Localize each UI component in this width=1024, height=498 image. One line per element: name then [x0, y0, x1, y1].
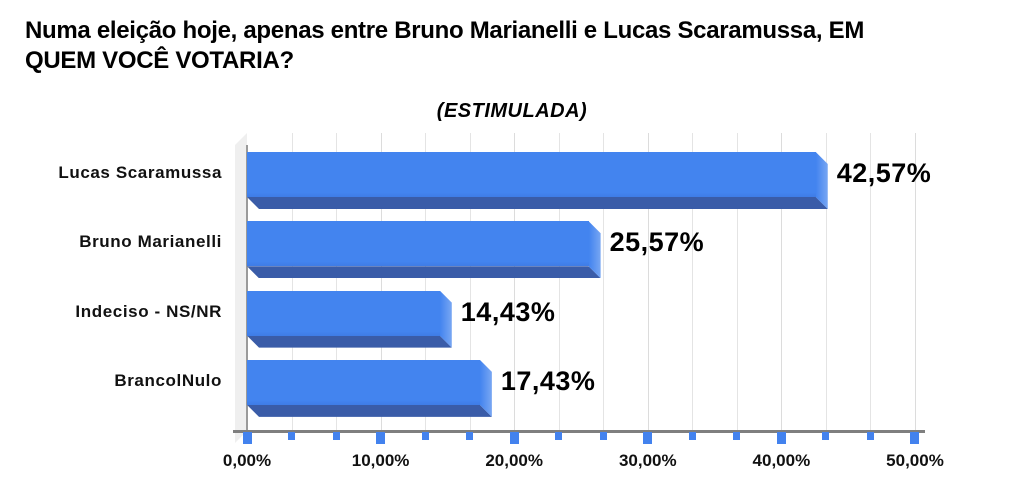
gridline — [781, 133, 783, 430]
x-axis-tick-label: 20,00% — [485, 451, 544, 470]
gridline — [336, 133, 338, 430]
gridline — [469, 133, 471, 430]
gridline — [558, 133, 560, 430]
gridline — [870, 133, 872, 430]
x-axis-minor-tick — [822, 432, 830, 440]
x-axis-minor-tick — [466, 432, 474, 440]
chart-title: Numa eleição hoje, apenas entre Bruno Ma… — [25, 17, 865, 74]
category-label: Lucas Scaramussa — [58, 163, 222, 182]
x-axis-tick-label: 0,00% — [222, 451, 272, 470]
gridline — [736, 133, 738, 430]
gridline — [514, 133, 516, 430]
value-label: 17,43% — [500, 365, 596, 396]
x-axis-tick-label: 30,00% — [618, 451, 677, 470]
gridline — [380, 133, 382, 430]
category-label: Bruno Marianelli — [79, 232, 222, 252]
x-axis-major-tick — [776, 432, 786, 444]
gridline — [291, 133, 293, 430]
x-axis-minor-tick — [866, 432, 874, 440]
y-axis-line — [246, 145, 248, 430]
value-label: 42,57% — [836, 158, 932, 188]
bar-bottom-face — [247, 405, 492, 417]
x-axis-tick-label: 50,00% — [886, 451, 944, 470]
x-axis-tick-label: 40,00% — [752, 451, 811, 470]
x-axis-minor-tick — [733, 432, 741, 440]
category-label: BrancolNulo — [114, 370, 222, 390]
gridline — [425, 133, 427, 430]
x-axis-major-tick — [376, 432, 386, 444]
gridline — [825, 133, 827, 430]
bar — [247, 152, 816, 197]
bar-end-cap — [440, 291, 452, 348]
x-axis-minor-tick — [421, 432, 429, 440]
bar-end-cap — [589, 221, 601, 278]
bar-end-cap — [480, 360, 492, 417]
value-label: 14,43% — [460, 296, 556, 327]
x-axis-minor-tick — [555, 432, 563, 440]
bar — [247, 221, 589, 267]
chart-subtitle: (ESTIMULADA) — [436, 100, 588, 122]
x-axis-tick-label: 10,00% — [351, 451, 410, 470]
chart-side-wall — [235, 133, 247, 443]
x-axis-major-tick — [910, 432, 920, 444]
x-axis-major-tick — [242, 432, 252, 444]
gridline — [914, 133, 916, 430]
x-axis-major-tick — [509, 432, 519, 444]
x-axis-minor-tick — [688, 432, 696, 440]
bar-bottom-face — [247, 197, 828, 209]
x-axis-minor-tick — [288, 432, 296, 440]
category-label: Indeciso - NS/NR — [75, 301, 222, 321]
bar — [247, 290, 440, 336]
gridline — [692, 133, 694, 430]
x-axis-line — [233, 430, 925, 433]
bar-bottom-face — [247, 336, 452, 348]
x-axis-major-tick — [643, 432, 653, 444]
bar-end-cap — [816, 152, 828, 209]
x-axis-minor-tick — [332, 432, 340, 440]
gridline — [603, 133, 605, 430]
bar-bottom-face — [247, 266, 601, 278]
bar — [247, 359, 480, 405]
x-axis-minor-tick — [599, 432, 607, 440]
value-label: 25,57% — [609, 227, 705, 258]
gridline — [647, 133, 649, 430]
